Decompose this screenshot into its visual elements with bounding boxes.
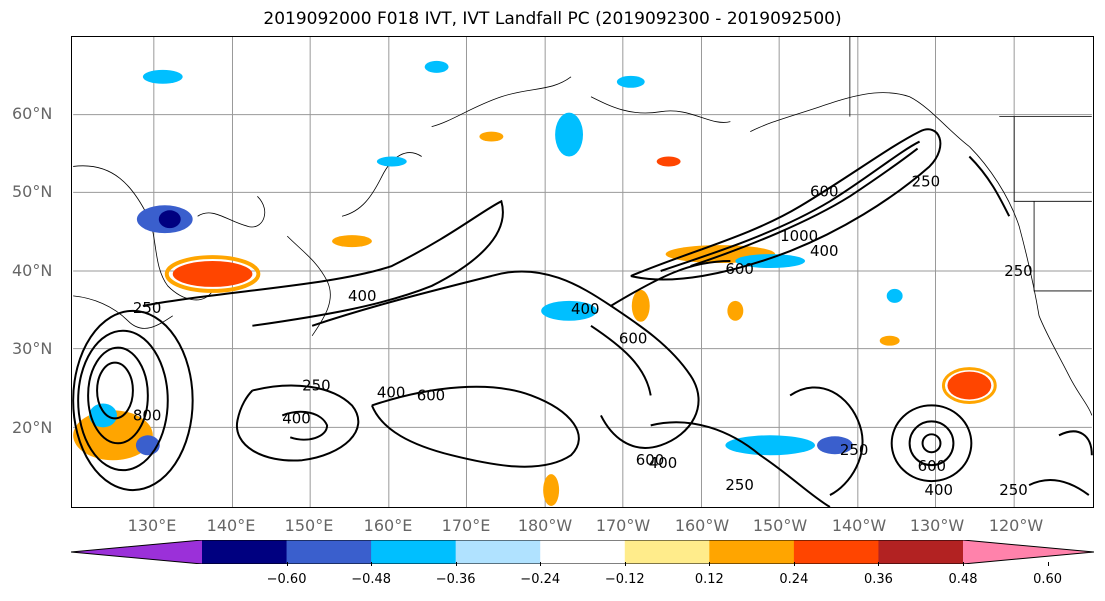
colorbar-tick-mark bbox=[286, 562, 288, 566]
contour-label: 600 bbox=[918, 457, 946, 475]
contour-label: 400 bbox=[810, 242, 838, 260]
contour-label: 400 bbox=[649, 454, 677, 472]
contour-label: 1000 bbox=[780, 227, 818, 245]
colorbar-tick-mark bbox=[793, 562, 795, 566]
colorbar-tick-label: 0.60 bbox=[1033, 572, 1063, 587]
contour-label: 250 bbox=[999, 481, 1027, 499]
colorbar-segment bbox=[624, 540, 710, 564]
colorbar-tick-label: −0.24 bbox=[520, 572, 561, 587]
colorbar-tick-label: −0.36 bbox=[435, 572, 476, 587]
colorbar-segment bbox=[202, 540, 288, 564]
lon-label-160w: 160°W bbox=[674, 516, 730, 535]
colorbar-tick-mark bbox=[455, 562, 457, 566]
ivt-shading bbox=[73, 60, 997, 507]
colorbar-tick-label: 0.12 bbox=[694, 572, 724, 587]
colorbar-tick-mark bbox=[540, 562, 542, 566]
contour-label: 400 bbox=[348, 287, 376, 305]
colorbar-tick-label: 0.24 bbox=[779, 572, 809, 587]
contour-label: 250 bbox=[912, 172, 940, 190]
contour-label: 400 bbox=[925, 481, 953, 499]
colorbar-segment bbox=[793, 540, 879, 564]
colorbar-tick-label: −0.12 bbox=[604, 572, 645, 587]
lon-label-180w: 180°W bbox=[517, 516, 573, 535]
lon-label-170w: 170°W bbox=[595, 516, 651, 535]
colorbar-tick-mark bbox=[878, 562, 880, 566]
lon-label-140e: 140°E bbox=[206, 516, 256, 535]
map-title: 2019092000 F018 IVT, IVT Landfall PC (20… bbox=[263, 9, 842, 29]
contour-label: 250 bbox=[840, 441, 868, 459]
colorbar-extend-low bbox=[71, 540, 202, 564]
colorbar-tick-label: 0.36 bbox=[863, 572, 893, 587]
contour-label: 400 bbox=[571, 300, 599, 318]
lat-label-60n: 60°N bbox=[12, 104, 53, 123]
contour-label: 250 bbox=[133, 299, 161, 317]
contour-label: 400 bbox=[377, 383, 405, 401]
lon-label-130e: 130°E bbox=[127, 516, 177, 535]
colorbar-tick-mark bbox=[624, 562, 626, 566]
contour-label: 600 bbox=[636, 451, 664, 469]
contour-label: 250 bbox=[1004, 262, 1032, 280]
colorbar-tick-mark bbox=[371, 562, 373, 566]
colorbar-tick-mark bbox=[1047, 562, 1049, 566]
colorbar-tick-mark bbox=[709, 562, 711, 566]
contour-label: 800 bbox=[133, 406, 161, 424]
contour-label: 400 bbox=[282, 409, 310, 427]
colorbar-tick-label: −0.60 bbox=[266, 572, 307, 587]
lat-label-40n: 40°N bbox=[12, 261, 53, 280]
colorbar-extend-high bbox=[963, 540, 1094, 564]
lat-label-30n: 30°N bbox=[12, 339, 53, 358]
lat-label-50n: 50°N bbox=[12, 182, 53, 201]
colorbar-segment bbox=[540, 540, 626, 564]
colorbar-segment bbox=[455, 540, 541, 564]
contour-label: 600 bbox=[725, 260, 753, 278]
colorbar-segment bbox=[286, 540, 372, 564]
contour-label: 250 bbox=[302, 376, 330, 394]
lon-label-150w: 150°W bbox=[752, 516, 808, 535]
colorbar-segment bbox=[709, 540, 795, 564]
contour-label: 600 bbox=[619, 330, 647, 348]
lon-label-160e: 160°E bbox=[363, 516, 413, 535]
colorbar-tick-label: −0.48 bbox=[351, 572, 392, 587]
colorbar-tick-label: 0.48 bbox=[948, 572, 978, 587]
coastlines bbox=[73, 37, 1093, 416]
lon-label-130w: 130°W bbox=[909, 516, 965, 535]
map-panel: 250 400 600 1000 600 400 250 400 600 250… bbox=[71, 36, 1094, 508]
colorbar-segment bbox=[878, 540, 964, 564]
colorbar-tick-mark bbox=[963, 562, 964, 566]
lon-label-170e: 170°E bbox=[441, 516, 491, 535]
lon-label-120w: 120°W bbox=[988, 516, 1044, 535]
lon-label-140w: 140°W bbox=[831, 516, 887, 535]
contour-label: 600 bbox=[810, 182, 838, 200]
lon-label-150e: 150°E bbox=[284, 516, 334, 535]
graticule bbox=[73, 37, 1092, 507]
contour-label: 250 bbox=[725, 476, 753, 494]
lat-label-20n: 20°N bbox=[12, 418, 53, 437]
colorbar bbox=[71, 540, 1094, 564]
contour-label: 600 bbox=[417, 386, 445, 404]
ivt-contours bbox=[72, 128, 1093, 507]
colorbar-segment bbox=[371, 540, 457, 564]
